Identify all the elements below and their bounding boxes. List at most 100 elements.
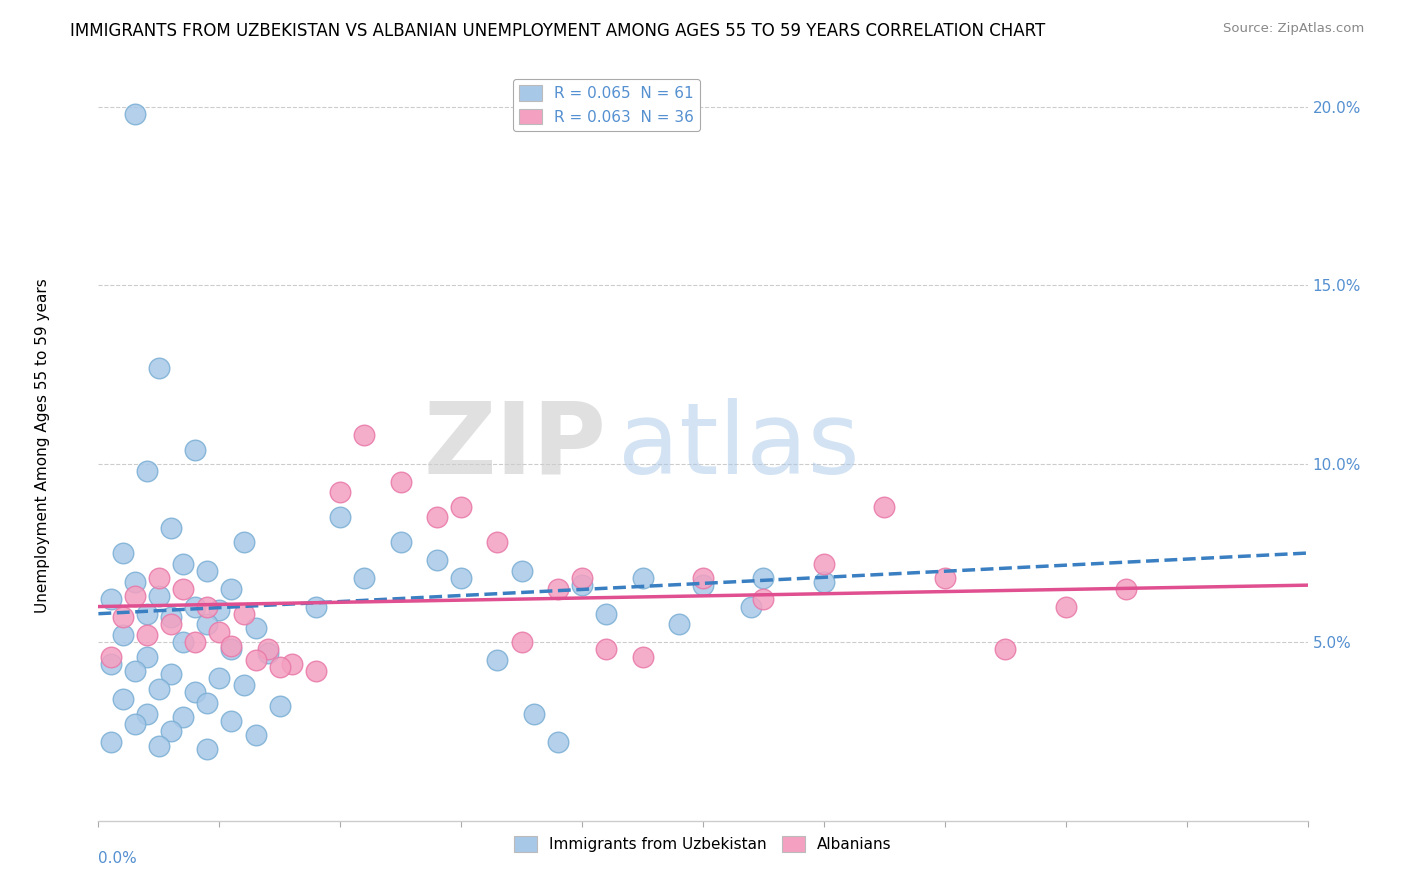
- Point: [486, 535, 509, 549]
- Point: [389, 535, 412, 549]
- Point: [195, 564, 218, 578]
- Point: [148, 739, 170, 753]
- Point: [994, 642, 1017, 657]
- Point: [389, 475, 412, 489]
- Point: [232, 607, 254, 621]
- Point: [160, 617, 183, 632]
- Text: 0.0%: 0.0%: [98, 851, 138, 865]
- Point: [195, 696, 218, 710]
- Point: [208, 624, 231, 639]
- Text: IMMIGRANTS FROM UZBEKISTAN VS ALBANIAN UNEMPLOYMENT AMONG AGES 55 TO 59 YEARS CO: IMMIGRANTS FROM UZBEKISTAN VS ALBANIAN U…: [70, 22, 1046, 40]
- Point: [752, 592, 775, 607]
- Point: [195, 599, 218, 614]
- Point: [353, 571, 375, 585]
- Point: [305, 599, 328, 614]
- Point: [329, 485, 352, 500]
- Point: [486, 653, 509, 667]
- Point: [692, 578, 714, 592]
- Point: [221, 582, 243, 596]
- Point: [195, 742, 218, 756]
- Point: [281, 657, 304, 671]
- Point: [172, 582, 194, 596]
- Point: [269, 660, 291, 674]
- Point: [148, 360, 170, 375]
- Point: [232, 678, 254, 692]
- Point: [100, 735, 122, 749]
- Point: [1115, 582, 1137, 596]
- Point: [184, 635, 207, 649]
- Point: [631, 571, 654, 585]
- Point: [184, 442, 207, 457]
- Point: [547, 735, 569, 749]
- Point: [221, 642, 243, 657]
- Point: [148, 571, 170, 585]
- Point: [631, 649, 654, 664]
- Point: [256, 646, 278, 660]
- Point: [135, 649, 157, 664]
- Point: [160, 724, 183, 739]
- Point: [426, 553, 449, 567]
- Text: Unemployment Among Ages 55 to 59 years: Unemployment Among Ages 55 to 59 years: [35, 278, 49, 614]
- Point: [135, 628, 157, 642]
- Point: [221, 639, 243, 653]
- Point: [111, 610, 134, 624]
- Text: Source: ZipAtlas.com: Source: ZipAtlas.com: [1223, 22, 1364, 36]
- Point: [305, 664, 328, 678]
- Point: [450, 500, 472, 514]
- Point: [135, 607, 157, 621]
- Point: [148, 589, 170, 603]
- Point: [245, 653, 267, 667]
- Point: [329, 510, 352, 524]
- Point: [595, 642, 617, 657]
- Point: [172, 710, 194, 724]
- Point: [172, 557, 194, 571]
- Point: [510, 635, 533, 649]
- Point: [124, 107, 146, 121]
- Point: [124, 589, 146, 603]
- Point: [160, 521, 183, 535]
- Point: [245, 621, 267, 635]
- Point: [135, 706, 157, 721]
- Point: [740, 599, 762, 614]
- Point: [269, 699, 291, 714]
- Point: [813, 557, 835, 571]
- Point: [208, 603, 231, 617]
- Point: [245, 728, 267, 742]
- Point: [595, 607, 617, 621]
- Point: [160, 667, 183, 681]
- Point: [184, 599, 207, 614]
- Point: [184, 685, 207, 699]
- Point: [523, 706, 546, 721]
- Point: [547, 582, 569, 596]
- Point: [124, 574, 146, 589]
- Point: [148, 681, 170, 696]
- Point: [100, 592, 122, 607]
- Point: [124, 717, 146, 731]
- Point: [208, 671, 231, 685]
- Point: [111, 692, 134, 706]
- Point: [668, 617, 690, 632]
- Text: atlas: atlas: [619, 398, 860, 494]
- Point: [692, 571, 714, 585]
- Point: [256, 642, 278, 657]
- Point: [934, 571, 956, 585]
- Point: [195, 617, 218, 632]
- Legend: Immigrants from Uzbekistan, Albanians: Immigrants from Uzbekistan, Albanians: [508, 830, 898, 858]
- Point: [221, 714, 243, 728]
- Point: [873, 500, 896, 514]
- Point: [124, 664, 146, 678]
- Point: [571, 578, 593, 592]
- Point: [813, 574, 835, 589]
- Point: [232, 535, 254, 549]
- Point: [160, 610, 183, 624]
- Point: [100, 649, 122, 664]
- Point: [135, 464, 157, 478]
- Point: [353, 428, 375, 442]
- Point: [100, 657, 122, 671]
- Point: [450, 571, 472, 585]
- Point: [571, 571, 593, 585]
- Point: [426, 510, 449, 524]
- Point: [111, 546, 134, 560]
- Point: [1054, 599, 1077, 614]
- Point: [752, 571, 775, 585]
